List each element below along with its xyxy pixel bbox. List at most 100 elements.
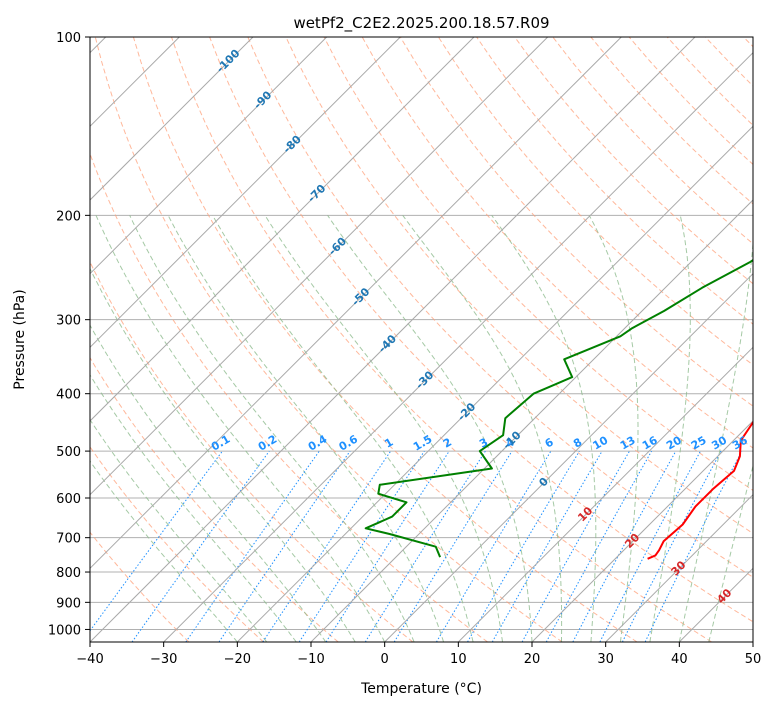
moist-adiabat: [491, 215, 597, 642]
x-tick-label: −30: [150, 652, 177, 667]
dry-adiabat: [90, 356, 339, 642]
dewpoint-profile: [364, 258, 753, 558]
x-axis-label: Temperature (°C): [360, 681, 482, 697]
dry-adiabat: [437, 37, 753, 366]
isotherm-line: [384, 272, 753, 642]
moist-adiabat: [678, 237, 753, 642]
isotherm-label: 0: [536, 475, 551, 490]
mixing-ratio-label: 0.4: [306, 432, 330, 453]
dry-adiabat: [94, 37, 563, 642]
y-tick-label: 700: [56, 532, 81, 547]
mixing-ratio-line: [621, 450, 722, 642]
moist-adiabat: [167, 215, 445, 642]
mixing-ratio-line: [644, 450, 743, 642]
dry-adiabat: [666, 37, 753, 126]
y-tick-label: 1000: [48, 623, 81, 638]
mixing-ratio-label: 3: [477, 436, 490, 451]
mixing-ratio-label: 1.5: [411, 433, 434, 454]
mixing-ratio-label: 30: [709, 433, 729, 452]
x-tick-label: 0: [381, 652, 389, 667]
moist-adiabat: [95, 215, 386, 642]
moist-adiabat: [402, 215, 563, 642]
mixing-ratio-label: 25: [689, 434, 709, 453]
isotherm-line: [752, 641, 753, 642]
x-tick-label: −20: [224, 652, 251, 667]
mixing-ratio-line: [599, 450, 701, 642]
mixing-ratio-label: 0.2: [256, 433, 279, 454]
mixing-ratio-line: [467, 450, 580, 642]
moist-adiabat: [588, 215, 639, 642]
dry-adiabat: [514, 37, 753, 285]
plot-frame: [89, 36, 754, 643]
y-tick-label: 400: [56, 388, 81, 403]
mixing-ratio-label: 10: [590, 433, 610, 452]
dry-adiabat: [361, 37, 753, 449]
dry-adiabat: [171, 37, 712, 642]
moist-adiabat: [212, 215, 474, 642]
isotherm-line: [310, 199, 753, 642]
mixing-ratio-line: [90, 450, 223, 632]
x-tick-label: 50: [745, 652, 762, 667]
pressure-gridlines: [90, 37, 753, 630]
mixing-ratio-line: [572, 450, 677, 642]
dry-adiabat: [90, 446, 264, 642]
mixing-ratio-lines: [90, 450, 743, 642]
dry-adiabat: [285, 37, 753, 535]
isotherm-line: [457, 346, 753, 642]
dry-adiabat: [90, 152, 488, 642]
moist-adiabat: [90, 460, 238, 642]
isotherm-line: [90, 37, 549, 496]
moist-adiabat: [649, 215, 691, 642]
y-tick-label: 900: [56, 596, 81, 611]
y-tick-label: 500: [56, 445, 81, 460]
dry-adiabat: [209, 37, 753, 623]
mixing-ratio-line: [262, 450, 392, 642]
mixing-ratio-line: [131, 450, 270, 642]
mixing-ratio-line: [325, 450, 450, 642]
isotherm-line: [678, 567, 753, 642]
x-tick-label: −40: [76, 652, 103, 667]
isotherm-line: [605, 493, 753, 642]
y-tick-label: 100: [56, 31, 81, 46]
moist-adiabat: [90, 418, 268, 642]
x-tick-label: −10: [297, 652, 324, 667]
isotherm-line: [90, 37, 696, 642]
mixing-ratio-line: [435, 450, 552, 642]
mixing-ratio-label: 0.6: [337, 432, 361, 453]
dry-adiabat: [704, 37, 753, 87]
mixing-ratio-label: 16: [640, 433, 660, 452]
y-axis-label: Pressure (hPa): [12, 289, 28, 389]
x-tick-label: 10: [450, 652, 467, 667]
y-tick-label: 600: [56, 492, 81, 507]
dry-adiabat: [132, 37, 638, 642]
isotherm-line: [163, 51, 753, 642]
x-tick-label: 30: [597, 652, 614, 667]
temperature-profile: [647, 420, 753, 560]
moist-adiabat: [129, 215, 415, 642]
dry-adiabat: [247, 37, 753, 578]
isotherm-line: [90, 37, 622, 570]
mixing-ratio-label: 1: [382, 436, 395, 451]
mixing-ratio-label: 6: [543, 435, 556, 450]
dry-adiabat: [743, 37, 753, 48]
y-tick-label: 800: [56, 566, 81, 581]
x-tick-label: 20: [524, 652, 541, 667]
isotherm-line: [236, 125, 753, 642]
dry-adiabat: [552, 37, 753, 245]
mixing-ratio-line: [185, 450, 320, 642]
isotherm-line: [90, 37, 254, 201]
mixing-ratio-line: [218, 450, 351, 642]
mixing-ratio-label: 0.1: [209, 433, 232, 454]
moist-adiabat: [708, 464, 753, 642]
mixing-ratio-line: [393, 450, 513, 642]
moist-adiabat: [90, 324, 327, 642]
isotherm-line: [90, 37, 328, 275]
dry-adiabat: [90, 260, 414, 642]
moist-adiabat: [327, 215, 533, 642]
dry-adiabats: [90, 37, 753, 642]
mixing-ratio-line: [364, 450, 486, 642]
moist-adiabats: [90, 215, 753, 642]
isotherm-line: [90, 37, 475, 422]
chart-title: wetPf2_C2E2.2025.200.18.57.R09: [293, 14, 549, 33]
